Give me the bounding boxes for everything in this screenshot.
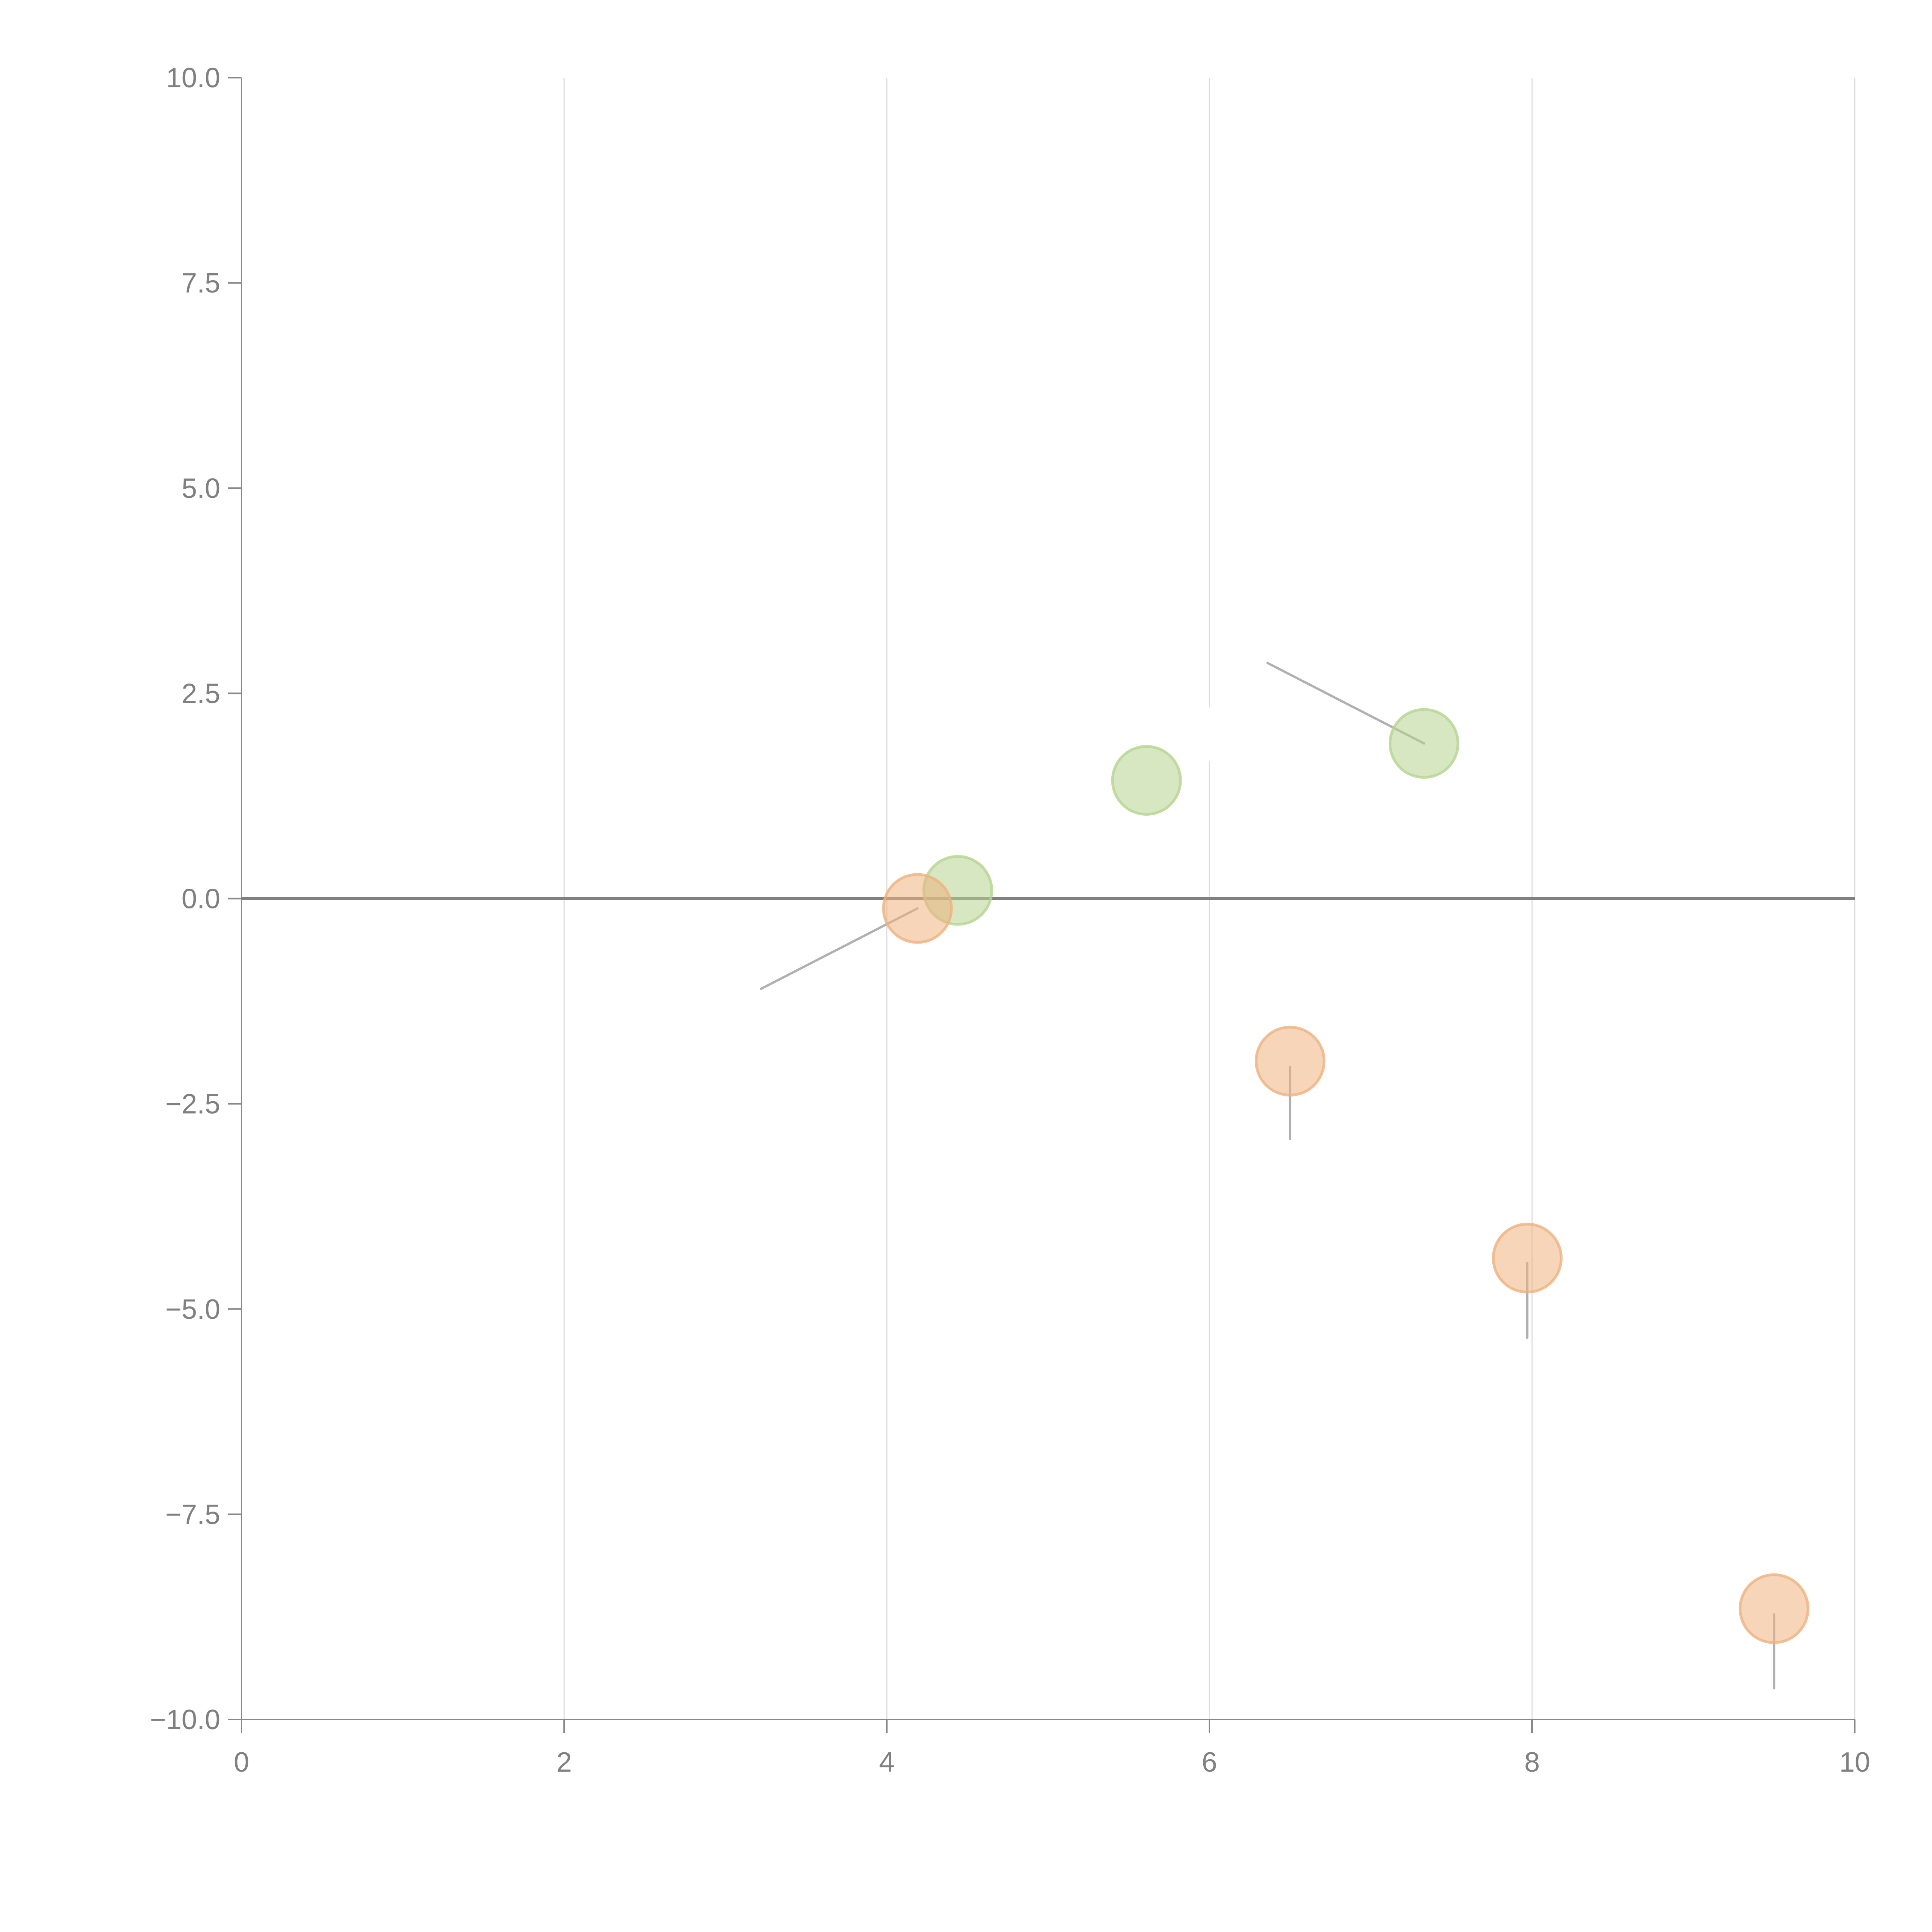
y-tick-label: −5.0 [165,1294,220,1325]
y-tick-label: 0.0 [182,884,220,915]
y-tick-label: −7.5 [165,1499,220,1530]
data-point-green [1111,745,1182,816]
annotation-lines [760,662,1776,1690]
y-tick-label: −10.0 [150,1704,220,1735]
x-tick-label: 4 [879,1747,895,1778]
x-tick-label: 6 [1202,1747,1217,1778]
x-tick-label: 0 [234,1747,249,1778]
data-point-green [1388,708,1459,779]
data-point-orange [1492,1223,1563,1294]
data-points [882,708,1810,1644]
data-point-orange [1255,1026,1326,1097]
data-point-orange [882,873,953,944]
y-tick-label: −2.5 [165,1089,220,1120]
x-tick-label: 8 [1524,1747,1540,1778]
x-tick-label: 10 [1839,1747,1870,1778]
y-tick-label: 7.5 [182,268,220,299]
data-point-orange [1738,1573,1810,1644]
y-tick-label: 2.5 [182,678,220,709]
y-tick-label: 10.0 [166,63,220,94]
axes: 10.0 7.5 5.0 2.5 0.0 −2.5 −5.0 −7.5 −10.0 0 2 4 6 8 10 [150,63,1870,1778]
y-tick-label: 5.0 [182,473,220,504]
x-tick-label: 2 [556,1747,572,1778]
